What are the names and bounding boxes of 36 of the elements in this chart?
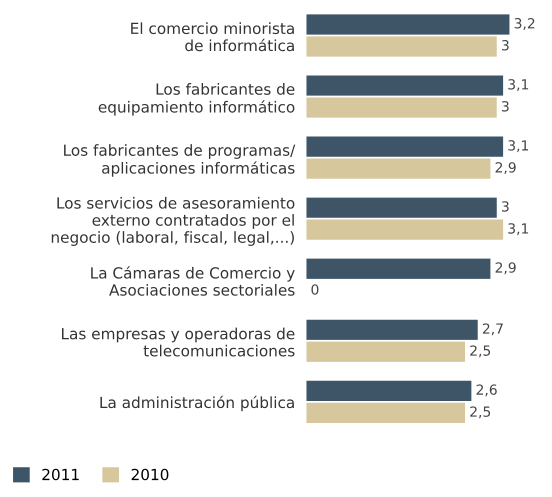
- legend-label: 2010: [132, 468, 168, 480]
- data-label: 2,9: [496, 162, 516, 174]
- data-label: 3: [502, 40, 509, 51]
- y-tick-label: Los servicios de asesoramiento externo contratados por el negocio (laboral, fiscal, legal,...): [52, 196, 294, 246]
- bar: [306, 220, 504, 240]
- bar: [306, 380, 472, 401]
- data-label: 2,7: [482, 323, 503, 336]
- bar: [306, 158, 490, 179]
- legend-label: 2011: [42, 468, 79, 480]
- bar: [306, 198, 497, 218]
- y-tick-label: La Cámaras de Comercio y Asociaciones sectoriales: [91, 266, 295, 296]
- y-tick-label: El comercio minorista de informática: [131, 22, 294, 52]
- data-label: 2,5: [470, 406, 490, 418]
- data-label: 2,6: [476, 384, 497, 396]
- bar: [306, 36, 497, 57]
- data-label: 3,1: [508, 140, 528, 152]
- data-label: 3: [502, 201, 509, 212]
- data-label: 0: [311, 284, 318, 295]
- bar: [306, 342, 466, 362]
- data-label: 2,5: [470, 345, 490, 358]
- y-tick-label: Las empresas y operadoras de telecomunicaciones: [62, 328, 294, 357]
- data-label: 3: [502, 101, 509, 112]
- bar: [306, 402, 466, 423]
- bar: [306, 136, 504, 157]
- bar: [306, 97, 497, 118]
- data-label: 2,9: [496, 262, 516, 274]
- bar: [306, 14, 510, 35]
- data-label: 3,1: [508, 79, 528, 92]
- bar: [306, 258, 490, 279]
- bar: [306, 75, 504, 96]
- bar: [306, 320, 478, 340]
- y-tick-label: La administración pública: [100, 396, 294, 412]
- data-label: 3,2: [514, 18, 534, 30]
- data-label: 3,1: [508, 223, 528, 236]
- y-tick-label: Los fabricantes de programas/ aplicaciones informáticas: [64, 144, 296, 177]
- y-tick-label: Los fabricantes de equipamiento informático: [98, 83, 294, 116]
